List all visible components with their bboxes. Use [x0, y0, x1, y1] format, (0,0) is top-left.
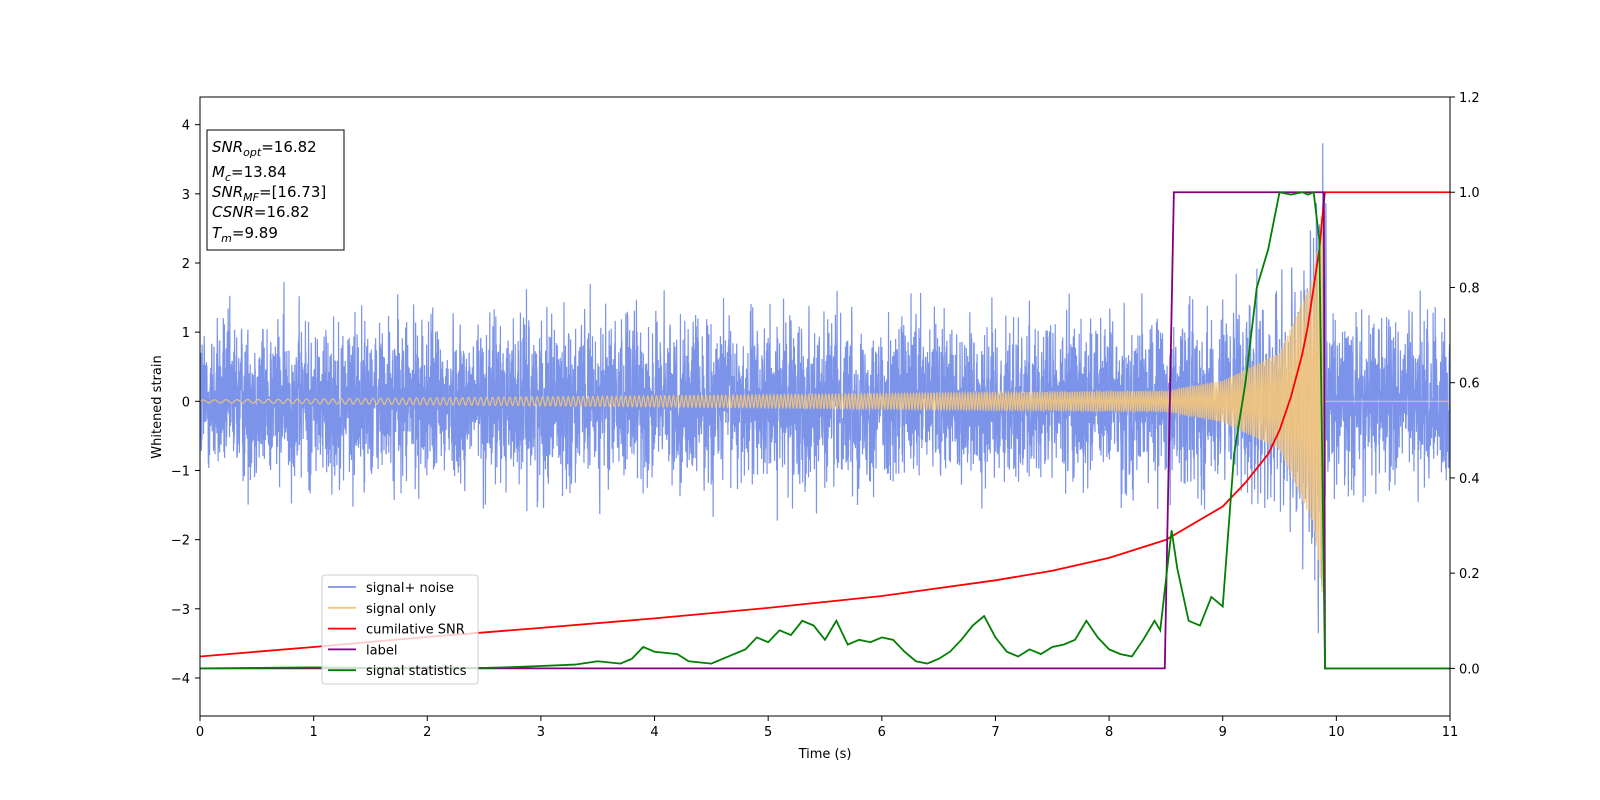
- y2-tick-label: 0.4: [1459, 472, 1480, 487]
- y-tick-label: 4: [182, 119, 190, 134]
- x-tick-label: 11: [1442, 725, 1459, 740]
- legend-label: signal+ noise: [366, 581, 454, 596]
- x-tick-label: 1: [309, 725, 317, 740]
- y-tick-label: 0: [182, 395, 190, 410]
- stats-box-frame: [206, 129, 345, 251]
- y-tick-label: −3: [171, 603, 190, 618]
- series-1: [200, 205, 1450, 593]
- x-tick-label: 3: [537, 725, 545, 740]
- y-tick-label: −2: [171, 534, 190, 549]
- y-tick-label: 1: [182, 326, 190, 341]
- x-tick-label: 2: [423, 725, 431, 740]
- series-4: [200, 190, 1450, 670]
- y2-tick-label: 1.0: [1459, 186, 1480, 201]
- y-tick-label: 3: [182, 188, 190, 203]
- x-tick-label: 10: [1328, 725, 1345, 740]
- y2-tick-label: 0.8: [1459, 281, 1480, 296]
- plot-frame: [199, 96, 1451, 717]
- plot-area: [200, 143, 1450, 670]
- series-line-4: [200, 190, 1450, 670]
- x-tick-label: 7: [991, 725, 999, 740]
- stats-box: SNRopt=16.82 Mc=13.84SNRMF=[16.73]CSNR=16…: [206, 129, 345, 251]
- legend: signal+ noise signal only cumilative SNR la…: [321, 574, 479, 685]
- x-tick-label: 5: [764, 725, 772, 740]
- stats-line: Mc=13.84: [212, 163, 287, 184]
- y2-tick-label: 0.0: [1459, 662, 1480, 677]
- axes: 0 1 2 3 4 5 6 7 8 9 10 11 −4 −3 −2 −1 0 1 2 3 4 0.0 0.2 0.4 0.6 0…: [171, 91, 1480, 740]
- y-axis-title: Whitened strain: [150, 355, 165, 458]
- y-tick-label: −1: [171, 464, 190, 479]
- legend-label: cumilative SNR: [366, 623, 465, 638]
- series-line-2: [200, 191, 1450, 658]
- y-tick-label: −4: [171, 672, 190, 687]
- x-tick-label: 0: [196, 725, 204, 740]
- legend-label: signal only: [366, 602, 436, 617]
- y-tick-label: 2: [182, 257, 190, 272]
- stats-line: CSNR=16.82: [212, 203, 309, 221]
- x-tick-label: 6: [878, 725, 886, 740]
- signal-only-line: [200, 205, 1450, 593]
- y2-tick-label: 1.2: [1459, 91, 1480, 106]
- series-2: [200, 191, 1450, 658]
- x-tick-label: 8: [1105, 725, 1113, 740]
- y2-tick-label: 0.6: [1459, 377, 1480, 392]
- x-tick-label: 9: [1219, 725, 1227, 740]
- x-tick-label: 4: [650, 725, 658, 740]
- stats-line: Tm=9.89: [212, 224, 278, 245]
- legend-label: label: [366, 643, 397, 658]
- legend-label: signal statistics: [366, 664, 467, 679]
- stats-line: SNRopt=16.82: [212, 138, 317, 159]
- x-axis-title: Time (s): [798, 747, 852, 762]
- y2-tick-label: 0.2: [1459, 567, 1480, 582]
- stats-line: SNRMF=[16.73]: [212, 183, 326, 204]
- legend-frame: [321, 574, 479, 685]
